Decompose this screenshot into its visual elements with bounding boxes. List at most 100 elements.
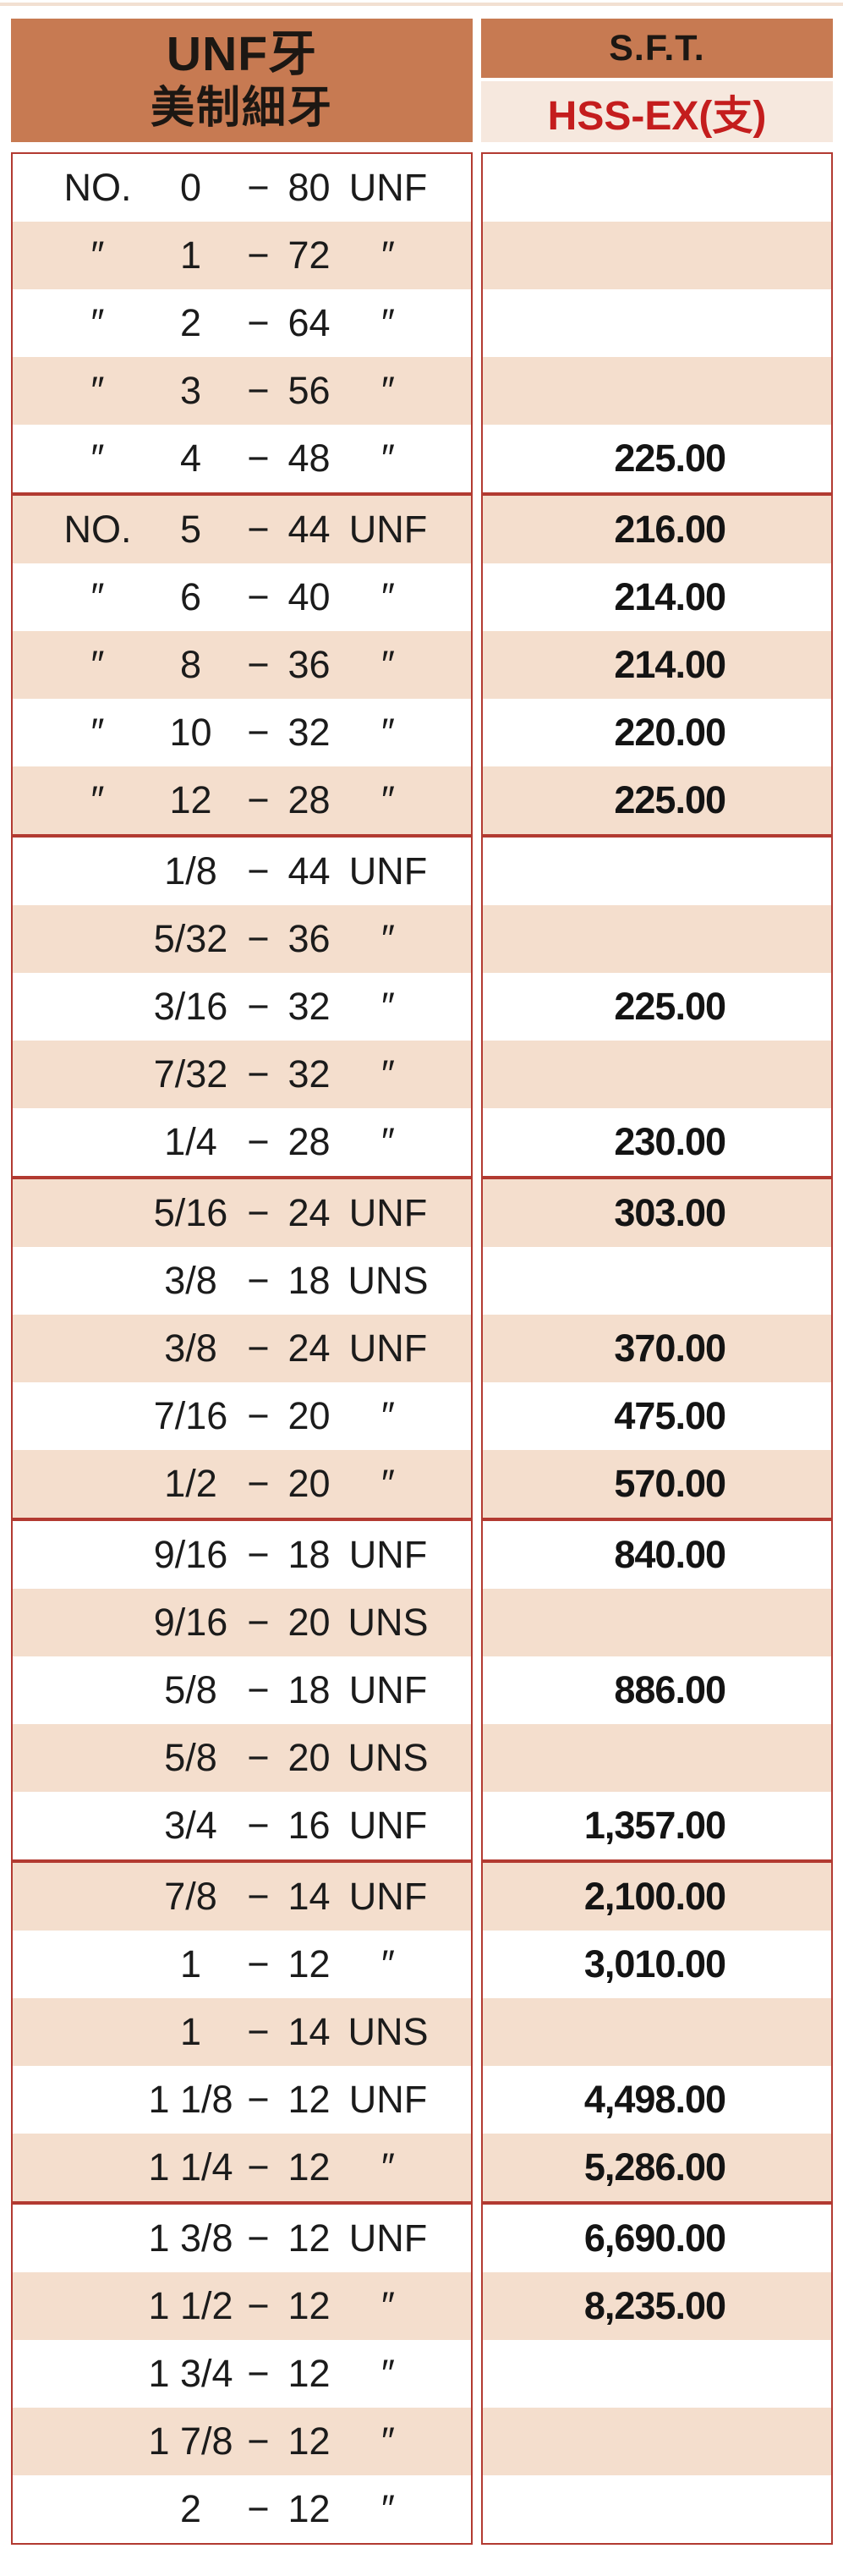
price-cell [483, 2408, 831, 2475]
thread-std-label: UNF [348, 166, 428, 209]
thread-size-label: 5/32 [153, 917, 228, 960]
thread-dash-label: − [247, 2352, 270, 2395]
thread-dash-label: − [247, 508, 270, 551]
thread-dash-label: − [247, 1601, 270, 1644]
price-value: 840.00 [614, 1533, 726, 1576]
thread-pitch-label: 20 [287, 1394, 331, 1437]
thread-size-label: 12 [169, 778, 212, 821]
price-cell: 8,235.00 [483, 2272, 831, 2340]
thread-size-row: 7/8−14 UNF [13, 1863, 471, 1931]
price-cell [483, 2475, 831, 2543]
price-cell: 1,357.00 [483, 1792, 831, 1859]
thread-size-label: 10 [169, 711, 212, 754]
thread-size-row: ″ 2 −64 ″ [13, 289, 471, 357]
thread-size-row: 5/8−20 UNS [13, 1724, 471, 1792]
thread-dash-label: − [247, 711, 270, 754]
thread-prefix-label: ″ [90, 711, 105, 754]
header-thread-type-cell: UNF牙 美制細牙 [11, 19, 473, 142]
thread-size-label: 6 [179, 575, 202, 618]
thread-pitch-label: 80 [287, 166, 331, 209]
size-column-block: NO. 0−80 UNF ″ 1−72 ″ ″ 2−64 ″ ″ 3−56 ″ ″ 4−48 ″ [11, 152, 473, 494]
price-value: 2,100.00 [583, 1875, 726, 1918]
thread-dash-label: − [247, 1191, 270, 1234]
thread-prefix-label: ″ [90, 778, 105, 821]
thread-pitch-label: 48 [287, 437, 331, 480]
thread-dash-label: − [247, 1120, 270, 1163]
thread-size-row: 2 −12 ″ [13, 2475, 471, 2543]
thread-std-label: ″ [381, 1462, 395, 1505]
thread-std-label: ″ [381, 778, 395, 821]
thread-pitch-label: 72 [287, 233, 331, 277]
thread-pitch-label: 12 [287, 1942, 331, 1986]
thread-dash-label: − [247, 1394, 270, 1437]
thread-dash-label: − [247, 2487, 270, 2530]
thread-pitch-label: 12 [287, 2284, 331, 2327]
price-cell: 220.00 [483, 699, 831, 766]
thread-size-label: 1 1/8 [148, 2078, 233, 2121]
thread-std-label: UNF [348, 1668, 428, 1711]
thread-size-row: 9/16−18 UNF [13, 1521, 471, 1589]
thread-size-label: 2 [179, 301, 202, 344]
price-cell: 214.00 [483, 631, 831, 699]
price-value: 475.00 [614, 1394, 726, 1437]
price-value: 214.00 [614, 643, 726, 686]
thread-pitch-label: 32 [287, 711, 331, 754]
thread-size-label: 7/8 [164, 1875, 217, 1918]
thread-pitch-label: 12 [287, 2216, 331, 2260]
size-group: 1/8−44 UNF 5/32−36 ″ 3/16−32 ″ 7/32−32 ″ 1/4−28 ″… [11, 836, 833, 1178]
page-edge-strip [0, 3, 843, 6]
thread-prefix-label: NO. [63, 508, 132, 551]
thread-pitch-label: 16 [287, 1804, 331, 1847]
thread-pitch-label: 12 [287, 2419, 331, 2463]
price-value: 370.00 [614, 1326, 726, 1370]
size-column-block: 5/16−24 UNF 3/8−18 UNS 3/8−24 UNF 7/16−20 ″ 1/2−… [11, 1178, 473, 1519]
price-column-block: 6,690.00 8,235.00 [481, 2203, 833, 2545]
thread-size-label: 1/4 [164, 1120, 217, 1163]
thread-size-label: 3/8 [164, 1259, 217, 1302]
price-cell: 840.00 [483, 1521, 831, 1589]
size-group: 9/16−18 UNF 9/16−20 UNS 5/8−18 UNF 5/8−20 UNS 3/… [11, 1519, 833, 1861]
thread-size-row: 5/16−24 UNF [13, 1179, 471, 1247]
thread-pitch-label: 14 [287, 2010, 331, 2053]
thread-size-row: 3/4−16 UNF [13, 1792, 471, 1859]
price-cell: 475.00 [483, 1382, 831, 1450]
thread-size-label: 1 [179, 2010, 202, 2053]
thread-dash-label: − [247, 1668, 270, 1711]
price-cell: 214.00 [483, 563, 831, 631]
thread-pitch-label: 18 [287, 1259, 331, 1302]
thread-size-row: 1 3/8−12 UNF [13, 2205, 471, 2272]
header-brand-label: S.F.T. [481, 19, 833, 78]
thread-dash-label: − [247, 1326, 270, 1370]
size-group: NO. 0−80 UNF ″ 1−72 ″ ″ 2−64 ″ ″ 3−56 ″ ″ 4−48 ″ 225.00 [11, 152, 833, 494]
thread-dash-label: − [247, 437, 270, 480]
price-value: 214.00 [614, 575, 726, 618]
price-cell [483, 1724, 831, 1792]
thread-pitch-label: 12 [287, 2145, 331, 2189]
header-title-line1: UNF牙 [166, 27, 318, 81]
price-cell: 6,690.00 [483, 2205, 831, 2272]
thread-size-row: ″ 3 −56 ″ [13, 357, 471, 425]
thread-size-row: 5/8−18 UNF [13, 1656, 471, 1724]
thread-dash-label: − [247, 575, 270, 618]
thread-dash-label: − [247, 233, 270, 277]
thread-size-row: 3/16−32 ″ [13, 973, 471, 1041]
thread-std-label: UNF [348, 2078, 428, 2121]
thread-size-row: 1 1/4−12 ″ [13, 2134, 471, 2201]
thread-size-row: 3/8−24 UNF [13, 1315, 471, 1382]
thread-pitch-label: 20 [287, 1601, 331, 1644]
table-body: NO. 0−80 UNF ″ 1−72 ″ ″ 2−64 ″ ″ 3−56 ″ ″ 4−48 ″ 225.00… [11, 152, 833, 2545]
thread-size-label: 3/16 [153, 985, 228, 1028]
thread-std-label: UNF [348, 1191, 428, 1234]
size-group: 5/16−24 UNF 3/8−18 UNS 3/8−24 UNF 7/16−20 ″ 1/2−… [11, 1178, 833, 1519]
thread-std-label: ″ [381, 711, 395, 754]
thread-dash-label: − [247, 917, 270, 960]
price-value: 886.00 [614, 1668, 726, 1711]
thread-std-label: ″ [381, 1120, 395, 1163]
size-column-block: 7/8−14 UNF 1−12 ″ 1−14 UNS 1 1/8−12 UNF 1 1/4−12… [11, 1861, 473, 2203]
thread-pitch-label: 36 [287, 643, 331, 686]
thread-pitch-label: 24 [287, 1326, 331, 1370]
thread-size-row: 1/2−20 ″ [13, 1450, 471, 1518]
price-value: 303.00 [614, 1191, 726, 1234]
thread-size-row: ″ 12−28 ″ [13, 766, 471, 834]
thread-dash-label: − [247, 1462, 270, 1505]
